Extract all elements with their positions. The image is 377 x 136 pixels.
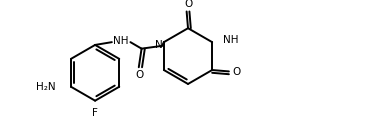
Text: NH: NH xyxy=(113,36,129,46)
Text: F: F xyxy=(92,108,98,118)
Text: NH: NH xyxy=(223,35,239,45)
Text: O: O xyxy=(232,67,241,77)
Text: H₂N: H₂N xyxy=(37,82,56,92)
Text: O: O xyxy=(136,70,144,80)
Text: O: O xyxy=(184,0,192,9)
Text: N: N xyxy=(155,40,163,50)
